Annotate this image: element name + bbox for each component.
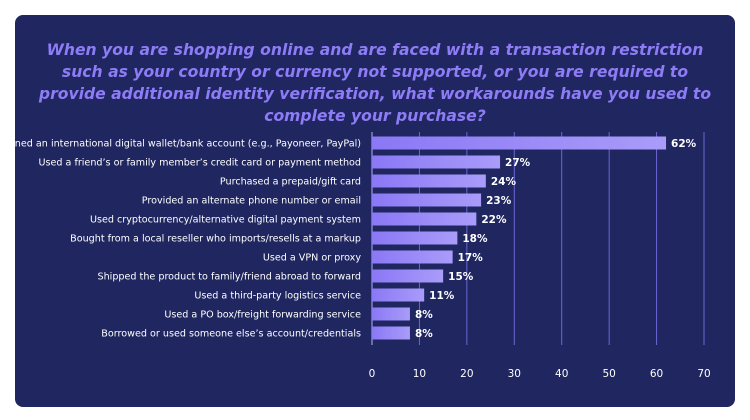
category-label-10: Used a PO box/freight forwarding service: [164, 310, 361, 321]
value-label-8: 15%: [448, 271, 474, 283]
value-label-10: 8%: [415, 309, 433, 321]
value-label-9: 11%: [429, 290, 455, 302]
x-tick-label-50: 50: [602, 368, 615, 380]
bar-7: [372, 250, 453, 264]
labels: 0 10 20 30 40 50 60 70 Opened an international d…: [0, 138, 711, 380]
category-label-8: Shipped the product to family/friend abr…: [98, 272, 362, 283]
category-label-2: Used a friend’s or family member’s credi…: [38, 158, 361, 169]
bar-2: [372, 155, 501, 169]
bar-9: [372, 288, 425, 302]
x-tick-label-0: 0: [369, 368, 376, 380]
x-tick-label-60: 60: [650, 368, 663, 380]
value-label-11: 8%: [415, 328, 433, 340]
bar-6: [372, 231, 458, 245]
bars: [372, 136, 667, 340]
x-tick-label-30: 30: [508, 368, 521, 380]
value-label-3: 24%: [491, 176, 517, 188]
category-label-11: Borrowed or used someone else’s account/…: [101, 329, 361, 340]
category-label-5: Used cryptocurrency/alternative digital …: [90, 215, 361, 226]
value-label-7: 17%: [458, 252, 484, 264]
x-tick-label-20: 20: [460, 368, 473, 380]
value-label-6: 18%: [462, 233, 488, 245]
category-label-1: Opened an international digital wallet/b…: [0, 139, 361, 150]
chart-card: When you are shopping online and are fac…: [15, 15, 735, 407]
bar-11: [372, 326, 410, 340]
bar-4: [372, 193, 482, 207]
category-label-9: Used a third-party logistics service: [194, 291, 361, 302]
value-label-4: 23%: [486, 195, 512, 207]
x-tick-label-40: 40: [555, 368, 568, 380]
x-tick-label-10: 10: [413, 368, 426, 380]
chart-title: When you are shopping online and are fac…: [38, 41, 712, 125]
bar-1: [372, 136, 667, 150]
value-label-1: 62%: [671, 138, 697, 150]
bar-8: [372, 269, 444, 283]
category-label-7: Used a VPN or proxy: [263, 253, 362, 264]
bar-3: [372, 174, 486, 188]
category-label-6: Bought from a local reseller who imports…: [70, 234, 361, 245]
category-label-4: Provided an alternate phone number or em…: [142, 196, 361, 207]
value-label-5: 22%: [481, 214, 507, 226]
value-label-2: 27%: [505, 157, 531, 169]
bar-10: [372, 307, 410, 321]
x-tick-label-70: 70: [697, 368, 710, 380]
category-label-3: Purchased a prepaid/gift card: [220, 177, 361, 188]
bar-5: [372, 212, 477, 226]
